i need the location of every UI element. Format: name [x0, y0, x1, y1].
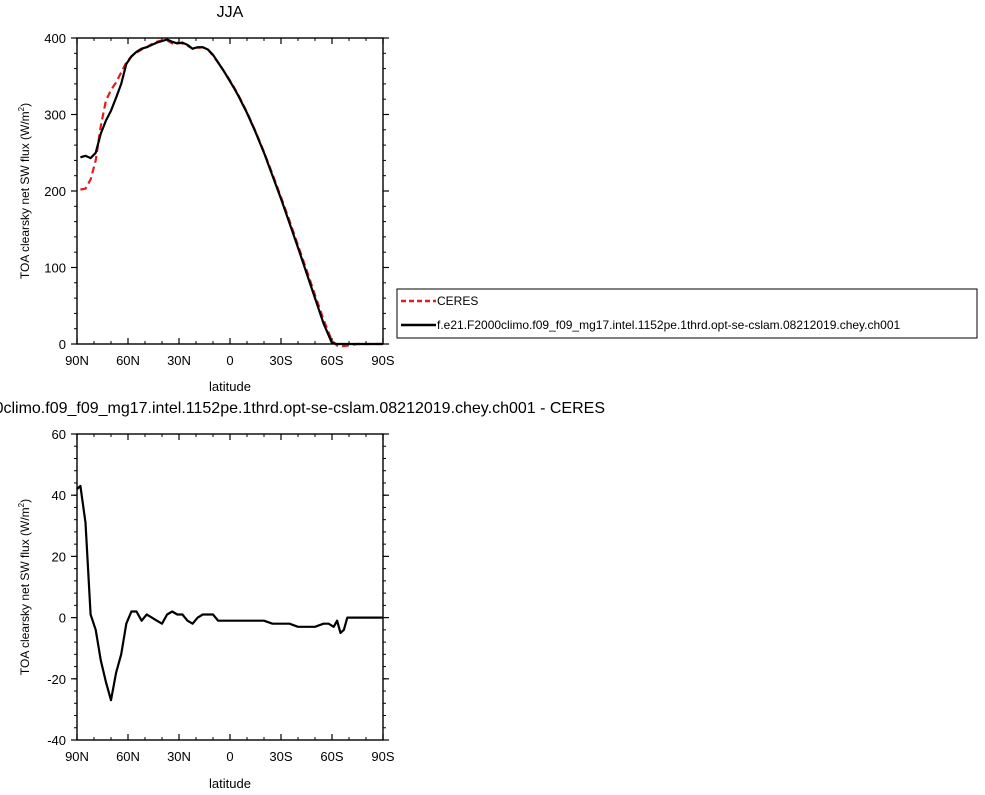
bottom-panel-x-axis-label: latitude: [209, 776, 251, 791]
bottom-panel-ticks: 90N 60N 30N 0 30S 60S 90S -40 -20 0 20 40 60: [47, 427, 395, 764]
legend-label-ceres: CERES: [437, 294, 478, 308]
top-panel-plot-frame: [76, 37, 384, 345]
y-tick-label: -40: [47, 733, 66, 748]
y-tick-label: 200: [44, 184, 66, 199]
series-line-model: [80, 38, 383, 346]
x-tick-label: 60N: [116, 353, 140, 368]
bottom-panel-plot-frame: [76, 433, 384, 741]
x-tick-label: 30N: [167, 749, 191, 764]
y-tick-label: -20: [47, 672, 66, 687]
y-tick-label: 20: [52, 549, 66, 564]
top-panel-x-axis-label: latitude: [209, 379, 251, 394]
x-tick-label: 30S: [269, 749, 292, 764]
x-tick-label: 60S: [320, 353, 343, 368]
x-tick-label: 90S: [371, 749, 394, 764]
series-line-difference: [76, 484, 383, 702]
y-tick-label: 300: [44, 108, 66, 123]
x-tick-label: 90S: [371, 353, 394, 368]
top-panel-title: JJA: [217, 4, 244, 21]
legend-label-model: f.e21.F2000climo.f09_f09_mg17.intel.1152…: [437, 318, 901, 332]
y-tick-label: 400: [44, 31, 66, 46]
y-tick-label: 0: [59, 337, 66, 352]
x-tick-label: 90N: [65, 749, 89, 764]
x-tick-label: 60S: [320, 749, 343, 764]
x-tick-label: 30S: [269, 353, 292, 368]
bottom-panel: f.e21.F2000climo.f09_f09_mg17.intel.1152…: [0, 400, 605, 791]
top-panel-series: [80, 38, 383, 348]
top-panel-ticks: 90N 60N 30N 0 30S 60S 90S 0 100 200 300 400: [44, 31, 395, 368]
top-panel: JJA 90N 60N 30N 0 30S 60S 90S 0 100 200 300 400 lat…: [17, 4, 395, 394]
x-tick-label: 30N: [167, 353, 191, 368]
x-tick-label: 60N: [116, 749, 140, 764]
bottom-panel-title: f.e21.F2000climo.f09_f09_mg17.intel.1152…: [0, 400, 605, 417]
y-tick-label: 0: [59, 611, 66, 626]
x-tick-label: 0: [226, 749, 233, 764]
x-tick-label: 0: [226, 353, 233, 368]
y-tick-label: 40: [52, 488, 66, 503]
legend: CERES f.e21.F2000climo.f09_f09_mg17.inte…: [396, 288, 978, 339]
bottom-panel-series: [76, 484, 383, 702]
y-tick-label: 100: [44, 261, 66, 276]
y-tick-label: 60: [52, 427, 66, 442]
bottom-panel-y-axis-label: TOA clearsky net SW flux (W/m2): [17, 499, 32, 675]
legend-box: [396, 288, 978, 339]
x-tick-label: 90N: [65, 353, 89, 368]
top-panel-y-axis-label: TOA clearsky net SW flux (W/m2): [17, 103, 32, 279]
